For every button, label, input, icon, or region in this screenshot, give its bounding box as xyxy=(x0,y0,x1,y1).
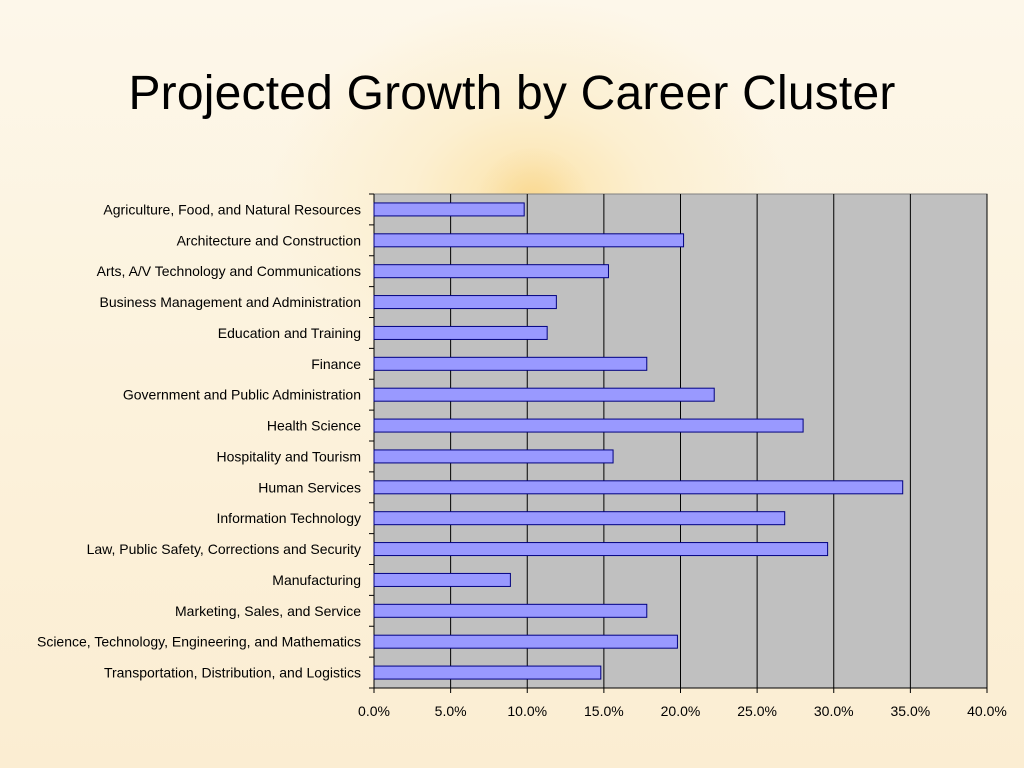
bar xyxy=(373,511,786,526)
bar xyxy=(373,418,804,433)
category-label: Law, Public Safety, Corrections and Secu… xyxy=(87,541,361,557)
bar xyxy=(373,634,678,649)
category-label: Marketing, Sales, and Service xyxy=(175,603,361,619)
x-tick-label: 40.0% xyxy=(967,703,1007,719)
bar xyxy=(373,665,602,680)
bar xyxy=(373,295,557,310)
bar xyxy=(373,449,614,464)
category-label: Science, Technology, Engineering, and Ma… xyxy=(37,634,361,650)
slide-title: Projected Growth by Career Cluster xyxy=(128,67,896,120)
category-label: Transportation, Distribution, and Logist… xyxy=(104,665,361,681)
category-label: Health Science xyxy=(267,418,361,434)
x-tick-label: 15.0% xyxy=(584,703,624,719)
x-tick-label: 20.0% xyxy=(661,703,701,719)
bar xyxy=(373,233,685,248)
category-label: Education and Training xyxy=(218,325,361,341)
bar xyxy=(373,572,511,587)
category-label: Information Technology xyxy=(217,510,362,526)
category-label: Government and Public Administration xyxy=(123,387,361,403)
bar xyxy=(373,325,548,340)
category-label: Business Management and Administration xyxy=(100,294,361,310)
bar xyxy=(373,356,648,371)
category-label: Finance xyxy=(311,356,361,372)
bar xyxy=(373,387,715,402)
category-label: Hospitality and Tourism xyxy=(217,448,361,464)
x-tick-label: 30.0% xyxy=(814,703,854,719)
bar xyxy=(373,603,648,618)
category-label: Manufacturing xyxy=(272,572,361,588)
bar xyxy=(373,480,904,495)
category-label: Architecture and Construction xyxy=(177,232,361,248)
category-label: Agriculture, Food, and Natural Resources xyxy=(103,201,361,217)
category-label: Arts, A/V Technology and Communications xyxy=(97,263,361,279)
x-tick-label: 10.0% xyxy=(507,703,547,719)
x-tick-label: 25.0% xyxy=(737,703,777,719)
bar xyxy=(373,542,829,557)
x-tick-label: 35.0% xyxy=(891,703,931,719)
x-tick-label: 5.0% xyxy=(435,703,467,719)
bar xyxy=(373,264,609,279)
bar xyxy=(373,202,525,217)
category-label: Human Services xyxy=(258,479,361,495)
x-tick-label: 0.0% xyxy=(358,703,390,719)
